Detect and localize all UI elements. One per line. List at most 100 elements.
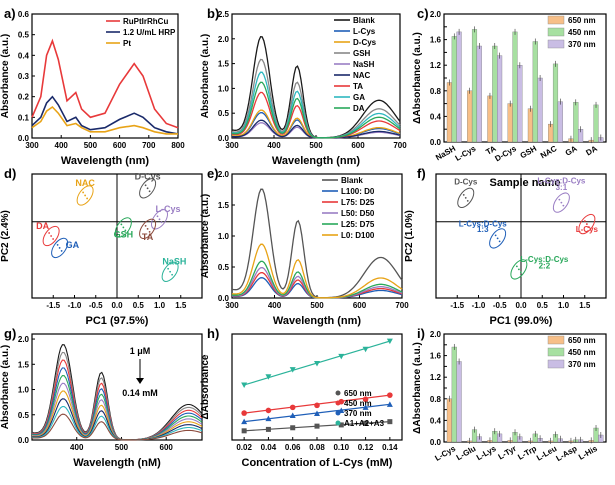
- bar: [471, 29, 478, 143]
- data-point: [314, 423, 320, 429]
- panel-b: b) 300 400 500 600 700 0.0 0.5 1.0 1.5 2.0 2.5 Wavel…: [200, 6, 407, 167]
- x-tick-label: 1.5: [175, 301, 187, 310]
- y-tick-label: 1.5: [218, 201, 230, 210]
- legend-label: 650 nm: [568, 336, 596, 345]
- y-axis-label: PC2 (2.4%): [0, 210, 11, 262]
- confidence-ellipse: [76, 185, 94, 206]
- legend-label: L0: D100: [341, 231, 375, 240]
- bar: [527, 108, 533, 143]
- score-point: [587, 226, 590, 228]
- panel-a: a) 300 400 500 600 700 800 0.0 0.1 0.2 0.3 0.4 0.5 0.…: [0, 6, 185, 167]
- x-axis-label: Wavelength (nm): [272, 155, 361, 167]
- confidence-ellipse: [161, 261, 179, 282]
- score-point: [562, 204, 565, 207]
- x-tick-label: 0.0: [111, 301, 123, 310]
- y-axis-label: ΔAbsorbance (a.u.): [412, 342, 423, 434]
- x-tick-label: 0.12: [358, 443, 374, 452]
- x-tick-label: 1.5: [579, 301, 591, 310]
- group-label: DA: [36, 221, 49, 231]
- category-label: L-Glu: [455, 444, 478, 462]
- bar: [446, 82, 452, 143]
- y-tick-label: 0.3: [18, 72, 30, 81]
- score-point: [82, 191, 85, 194]
- legend-marker: [335, 410, 341, 416]
- confidence-ellipse: [552, 192, 570, 213]
- confidence-ellipse: [51, 237, 69, 259]
- y-tick-label: 1.6: [430, 36, 442, 45]
- legend-label: A1+A2+A3: [344, 419, 385, 428]
- category-label: D-Cys: [493, 144, 518, 164]
- score-point: [144, 224, 147, 227]
- bar: [507, 103, 513, 143]
- score-point: [146, 187, 149, 190]
- data-point: [265, 415, 272, 422]
- legend-label: Blank: [341, 176, 363, 185]
- x-axis-label: PC1 (99.0%): [490, 315, 553, 327]
- y-tick-label: 0.0: [430, 438, 442, 447]
- y-tick-label: 1.0: [218, 84, 230, 93]
- legend-label: 450 nm: [568, 28, 596, 37]
- series-line: [31, 38, 179, 129]
- x-tick-label: 0.0: [515, 301, 527, 310]
- series-line: [31, 95, 179, 135]
- score-point: [169, 270, 172, 273]
- group-label: NAC: [75, 178, 95, 188]
- x-axis-label: Sample name: [490, 177, 561, 189]
- legend-swatch: [547, 335, 565, 345]
- group-label: TA: [142, 232, 154, 242]
- panel-e: e) 300 400 500 600 700 0.0 0.5 1.0 1.5 2.0 Waveleng…: [200, 166, 409, 327]
- score-point: [517, 268, 520, 271]
- legend-label: L25: D75: [341, 220, 375, 229]
- x-tick-label: -0.5: [89, 301, 103, 310]
- group-label: 1:3: [477, 225, 489, 234]
- x-tick-label: -1.5: [46, 301, 60, 310]
- y-tick-label: 2.0: [218, 35, 230, 44]
- x-tick-label: 500: [115, 443, 129, 452]
- score-point: [462, 193, 465, 196]
- data-point: [289, 412, 296, 419]
- x-tick-label: 0.02: [236, 443, 252, 452]
- legend-label: NAC: [353, 71, 371, 80]
- score-point: [124, 229, 127, 232]
- score-point: [84, 194, 87, 197]
- series-line: [31, 105, 178, 135]
- y-tick-label: 0.8: [430, 87, 442, 96]
- bar: [557, 101, 563, 143]
- x-tick-label: 0.10: [333, 443, 349, 452]
- legend-label: D-Cys: [353, 38, 377, 47]
- score-point: [156, 215, 159, 218]
- bar: [537, 77, 543, 143]
- y-tick-label: 0.1: [18, 113, 30, 122]
- x-tick-label: 700: [142, 141, 156, 150]
- data-point: [363, 420, 369, 426]
- legend-label: L100: D0: [341, 187, 375, 196]
- category-label: L-Lys: [475, 444, 498, 463]
- bar: [512, 31, 518, 143]
- y-tick-label: 1.0: [218, 232, 230, 241]
- bar: [573, 102, 579, 143]
- x-tick-label: 600: [160, 443, 174, 452]
- legend-label: 370 nm: [568, 40, 596, 49]
- score-point: [120, 223, 123, 226]
- x-tick-label: 700: [393, 141, 407, 150]
- x-axis-label: Concentration of L-Cys (mM): [242, 457, 393, 469]
- score-point: [50, 235, 53, 237]
- x-tick-label: 600: [353, 301, 367, 310]
- x-tick-label: 600: [351, 141, 365, 150]
- data-point: [241, 418, 248, 425]
- legend-label: 1.2 U/mL HRP: [123, 28, 176, 37]
- data-point: [362, 404, 369, 410]
- legend-swatch: [547, 347, 565, 357]
- x-tick-label: 400: [55, 141, 69, 150]
- y-tick-label: 1.6: [430, 352, 442, 361]
- panel-label: f): [417, 166, 426, 181]
- data-point: [386, 401, 393, 407]
- x-tick-label: 0.5: [537, 301, 549, 310]
- y-axis-label: ΔAbsorbance: [200, 354, 211, 419]
- x-tick-label: 400: [268, 301, 282, 310]
- score-point: [146, 227, 149, 230]
- score-point: [560, 201, 563, 204]
- data-point: [314, 361, 320, 367]
- y-tick-label: 0.0: [18, 436, 30, 445]
- spectrum-line: [231, 266, 403, 299]
